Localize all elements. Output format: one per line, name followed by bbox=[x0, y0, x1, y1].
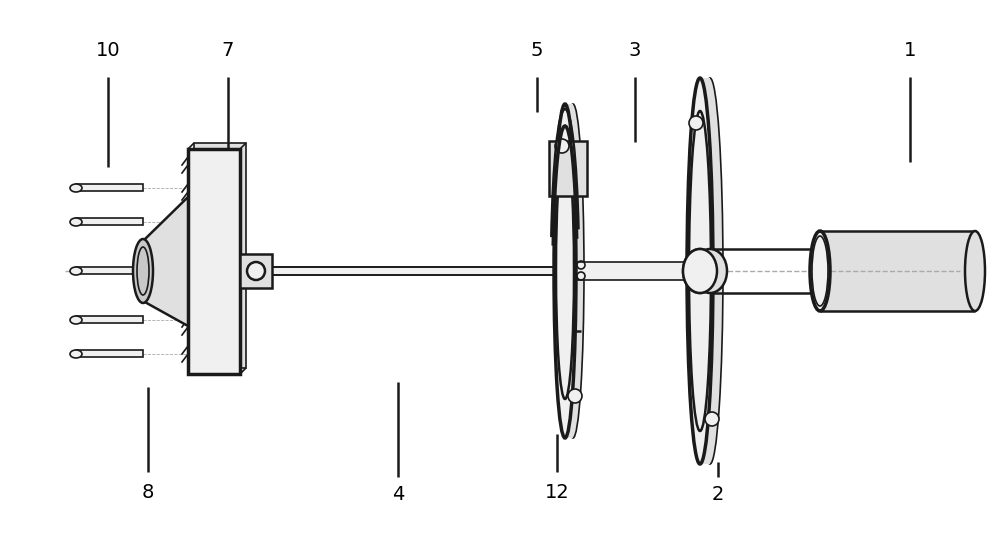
Bar bbox=[240, 254, 272, 288]
Text: 2: 2 bbox=[712, 485, 724, 504]
Text: 1: 1 bbox=[904, 41, 916, 60]
Ellipse shape bbox=[693, 249, 727, 293]
Ellipse shape bbox=[133, 239, 153, 303]
Ellipse shape bbox=[568, 389, 582, 403]
Ellipse shape bbox=[689, 116, 703, 130]
Ellipse shape bbox=[810, 231, 830, 311]
Text: 3: 3 bbox=[629, 41, 641, 60]
Bar bbox=[76, 316, 143, 323]
Bar bbox=[549, 141, 587, 196]
Polygon shape bbox=[565, 104, 573, 438]
Ellipse shape bbox=[705, 412, 719, 426]
Bar bbox=[76, 350, 143, 357]
Text: 12: 12 bbox=[545, 482, 569, 501]
Bar bbox=[76, 267, 143, 274]
Ellipse shape bbox=[562, 104, 584, 438]
Text: 5: 5 bbox=[531, 41, 543, 60]
Ellipse shape bbox=[683, 249, 717, 293]
Bar bbox=[194, 143, 246, 368]
Text: 10: 10 bbox=[96, 41, 120, 60]
Text: 4: 4 bbox=[392, 485, 404, 504]
Bar bbox=[76, 218, 143, 225]
Ellipse shape bbox=[247, 262, 265, 280]
Ellipse shape bbox=[965, 231, 985, 311]
Text: 8: 8 bbox=[142, 482, 154, 501]
Ellipse shape bbox=[70, 218, 82, 226]
Bar bbox=[820, 231, 975, 311]
Ellipse shape bbox=[70, 316, 82, 324]
Ellipse shape bbox=[70, 350, 82, 358]
Bar bbox=[76, 184, 143, 191]
Polygon shape bbox=[700, 78, 710, 464]
Bar bbox=[573, 262, 698, 280]
Ellipse shape bbox=[554, 104, 576, 438]
Ellipse shape bbox=[697, 78, 723, 464]
Ellipse shape bbox=[687, 78, 713, 464]
Polygon shape bbox=[143, 197, 188, 326]
Ellipse shape bbox=[70, 184, 82, 192]
Ellipse shape bbox=[70, 267, 82, 275]
Text: 7: 7 bbox=[222, 41, 234, 60]
Bar bbox=[243, 267, 687, 275]
Ellipse shape bbox=[555, 139, 569, 153]
Bar bbox=[188, 149, 240, 374]
Ellipse shape bbox=[683, 249, 717, 293]
